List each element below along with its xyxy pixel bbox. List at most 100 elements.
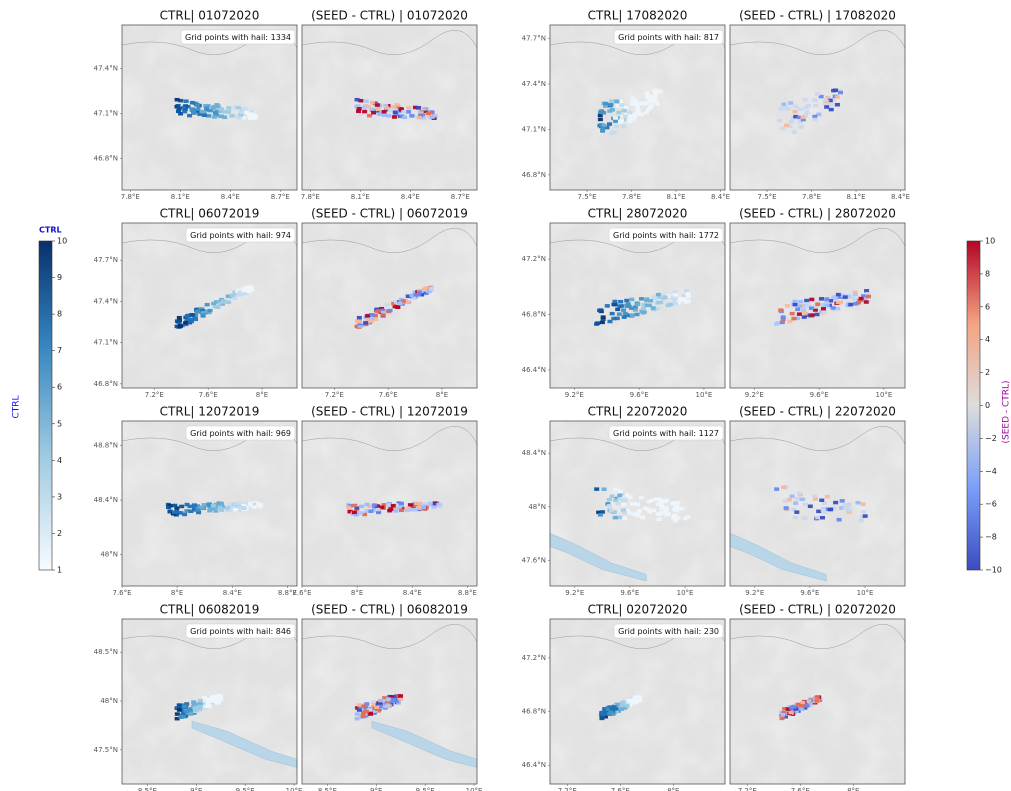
hail-cell — [784, 124, 789, 128]
colorbar-tick-label: −2 — [985, 434, 997, 443]
hail-cell — [251, 505, 256, 509]
hail-cell — [398, 694, 403, 698]
colorbar-tick-label: −10 — [985, 566, 1002, 575]
hail-cell — [822, 310, 827, 314]
y-tick-label: 47.7°N — [522, 35, 546, 43]
hail-cell — [217, 301, 222, 305]
hail-cell — [666, 512, 671, 516]
hail-cell — [843, 295, 848, 299]
hail-cell — [370, 313, 375, 317]
hail-cell — [611, 317, 616, 321]
ctrl-colorbar-label: CTRL — [12, 395, 22, 418]
colorbar-tick-label: 2 — [57, 529, 62, 538]
hail-cell — [355, 712, 360, 716]
hail-cell — [837, 518, 842, 522]
hail-cell — [423, 107, 428, 111]
x-tick-label: 8.4°E — [221, 193, 240, 201]
hail-cell — [614, 99, 619, 103]
hail-cell — [778, 107, 783, 111]
hail-cell — [406, 300, 411, 304]
hail-cell — [629, 306, 634, 310]
hail-cell — [375, 310, 380, 314]
hail-cell — [684, 300, 689, 304]
hail-cell — [595, 321, 600, 325]
hail-cell — [607, 122, 612, 126]
hail-cell — [626, 699, 631, 703]
hail-cell — [182, 110, 187, 114]
hail-cell — [184, 710, 189, 714]
hail-cell — [394, 103, 399, 107]
hail-cell — [356, 104, 361, 108]
hail-cell — [788, 711, 793, 715]
hail-cell — [214, 700, 219, 704]
hail-cell — [375, 103, 380, 107]
hail-cell — [809, 298, 814, 302]
y-tick-label: 46.8°N — [94, 155, 118, 163]
x-tick-label: 9.6°E — [630, 391, 649, 399]
hail-cell — [790, 312, 795, 316]
hail-cell — [679, 297, 684, 301]
ctrl-panel: CTRL| 280720209.2°E9.6°E10°E47.2°N46.8°N… — [522, 207, 725, 400]
hail-cell — [364, 99, 369, 103]
hail-cell — [797, 312, 802, 316]
colorbar-tick-label: 7 — [57, 346, 62, 355]
hail-cell — [218, 698, 223, 702]
hail-cell — [853, 302, 858, 306]
hail-cell — [205, 303, 210, 307]
hail-cell — [779, 717, 784, 721]
hail-cell — [608, 711, 613, 715]
hail-cell — [644, 111, 649, 115]
x-tick-label: 10°E — [857, 589, 874, 597]
hail-cell — [233, 508, 238, 512]
hail-cell — [653, 91, 658, 95]
hail-cell — [409, 114, 414, 118]
hail-cell — [684, 289, 689, 293]
hail-cell — [859, 519, 864, 523]
hail-cell — [622, 109, 627, 113]
hail-cell — [781, 315, 786, 319]
hail-cell — [625, 704, 630, 708]
diff-panel: (SEED - CTRL) | 280720209.2°E9.6°E10°E — [730, 207, 905, 400]
hail-cell — [388, 507, 393, 511]
diff-panel: (SEED - CTRL) | 060720197.2°E7.6°E8°E — [302, 207, 477, 400]
hail-cell — [636, 512, 641, 515]
hail-cell — [800, 498, 805, 502]
hail-cell — [212, 115, 217, 119]
hail-cell — [653, 297, 658, 301]
colorbar-tick-label: 0 — [985, 401, 990, 410]
hail-cell — [798, 300, 803, 304]
hail-cell — [393, 509, 398, 512]
x-tick-label: 8.5°E — [138, 787, 157, 791]
hail-cell — [793, 516, 798, 520]
hail-cell — [815, 313, 820, 317]
y-tick-label: 47.4°N — [94, 65, 118, 73]
hail-cell — [386, 697, 391, 701]
x-tick-label: 7.6°E — [292, 589, 311, 597]
diff-panel: (SEED - CTRL) | 170820207.5°E7.8°E8.1°E8… — [730, 9, 910, 202]
hail-cell — [406, 110, 411, 114]
y-tick-label: 48°N — [528, 503, 546, 511]
hail-cell — [384, 106, 389, 110]
hail-cell — [394, 700, 399, 704]
terrain — [302, 25, 477, 190]
hail-cell — [833, 297, 838, 301]
panel-title: CTRL| 22072020 — [588, 405, 688, 419]
colorbar-tick-label: 8 — [985, 269, 990, 278]
hail-cell — [824, 105, 829, 109]
hail-cell — [835, 95, 840, 99]
colorbar-tick-label: 4 — [985, 335, 990, 344]
hail-cell — [805, 704, 810, 708]
hail-cell — [213, 110, 218, 114]
hail-cell — [780, 713, 785, 717]
hail-cell — [612, 300, 617, 304]
hail-cell — [799, 708, 804, 712]
hail-count: Grid points with hail: 974 — [190, 231, 291, 240]
colorbar-tick-label: 8 — [57, 310, 62, 319]
hail-cell — [177, 316, 182, 320]
hail-cell — [800, 704, 805, 708]
hail-cell — [798, 107, 803, 111]
hail-cell — [172, 511, 177, 515]
y-tick-label: 47.2°N — [522, 255, 546, 263]
hail-count: Grid points with hail: 817 — [618, 33, 719, 42]
